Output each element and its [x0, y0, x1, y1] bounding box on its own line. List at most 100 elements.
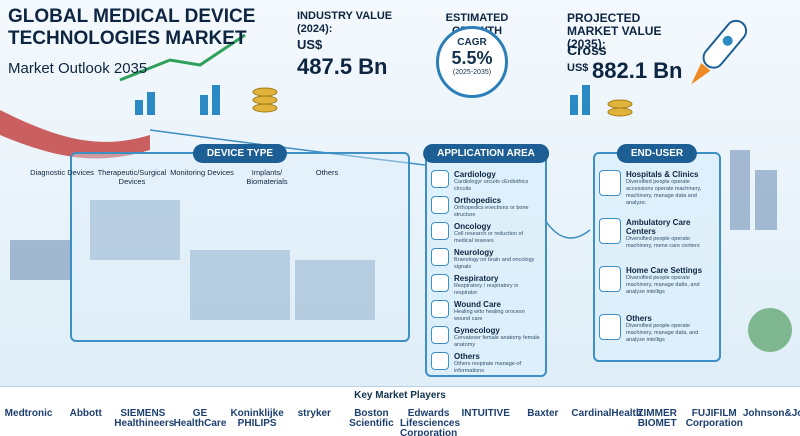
device-type-panel: DEVICE TYPE Diagnostic Devices Therapeuti…: [30, 144, 410, 342]
item-text: Oncology Cell research or reduction of me…: [454, 222, 541, 245]
item-name: Oncology: [454, 222, 491, 231]
end-user-item: Ambulatory Care Centers Diversified peopl…: [599, 218, 715, 250]
icon: [431, 326, 449, 344]
item-text: Orthopedics Orthopedics evections or bone…: [454, 196, 541, 219]
player-logo: Baxter: [527, 408, 559, 419]
stat-label: PROJECTED MARKET VALUE (2035):: [567, 11, 662, 51]
item-name: Cardiology: [454, 170, 496, 179]
stat-metric: CAGR: [457, 37, 487, 48]
icon: [599, 266, 621, 292]
key-players-title: Key Market Players: [354, 390, 446, 401]
panel-title: DEVICE TYPE: [192, 144, 288, 163]
stat-label: INDUSTRY VALUE (2024):: [297, 10, 393, 35]
player-logo: Edwards Lifesciences Corporation: [400, 408, 461, 436]
icon: [431, 248, 449, 266]
item-name: Respiratory: [454, 274, 499, 283]
player-logo: SIEMENS Healthineers: [114, 408, 175, 429]
item-desc: Branology on brain and oncology signals: [454, 257, 535, 270]
decoration: [0, 19, 792, 352]
item-text: Cardiology Cardiologyr orcuits cErdiothic…: [454, 170, 541, 193]
device-type: Implants/ Biomaterials: [246, 168, 288, 186]
application-item: Wound Care Healing wtto healing orocesn w…: [431, 300, 541, 323]
application-item: Gynecology Cervateser female anatomy fema…: [431, 326, 541, 349]
icon: [431, 352, 449, 370]
item-name: Hospitals & Clinics: [626, 170, 699, 179]
item-desc: Respiratory / respiratory in respirator: [454, 283, 519, 296]
player-logo: GE HealthCare: [173, 408, 227, 429]
item-name: Gynecology: [454, 326, 500, 335]
stat-currency: US$: [567, 62, 589, 74]
item-text: Respiratory Respiratory / respiratory in …: [454, 274, 541, 297]
player-logo: stryker: [297, 408, 331, 419]
icon: [431, 170, 449, 188]
item-text: Gynecology Cervateser female anatomy fema…: [454, 326, 541, 349]
item-name: Ambulatory Care Centers: [626, 218, 691, 236]
item-desc: Cervateser female anatomy female anatomy: [454, 335, 540, 348]
item-name: Others: [454, 352, 480, 361]
player-logo: ZIMMER BIOMET: [637, 408, 677, 429]
stat-period: (2025-2035): [452, 69, 492, 76]
player-logo: INTUITIVE: [461, 408, 510, 419]
subtitle: Market Outlook 2035: [8, 60, 148, 77]
item-desc: Diversified people operate machinery, ma…: [626, 275, 700, 295]
player-logo: Johnson&Johnson: [742, 408, 800, 419]
item-desc: Diversified people operate machinery, me…: [626, 236, 700, 249]
stat-value: 487.5 Bn: [297, 54, 388, 79]
application-item: Cardiology Cardiologyr orcuits cErdiothic…: [431, 170, 541, 193]
item-desc: Cell research or reduction of medical re…: [454, 231, 524, 244]
device-type: Monitoring Devices: [170, 168, 234, 177]
item-text: Hospitals & Clinics Diversified people op…: [626, 170, 715, 207]
application-item: Respiratory Respiratory / respiratory in …: [431, 274, 541, 297]
item-text: Wound Care Healing wtto healing orocesn w…: [454, 300, 541, 323]
device-type: Diagnostic Devices: [30, 168, 94, 177]
item-text: Others Others respirate manage-of informa…: [454, 352, 541, 375]
stat-prefix: Cross: [567, 42, 607, 58]
item-desc: Diversified people operate machinery, ma…: [626, 323, 699, 343]
item-name: Neurology: [454, 248, 494, 257]
title: GLOBAL MEDICAL DEVICE TECHNOLOGIES MARKE…: [8, 6, 256, 49]
panel-title: END-USER: [616, 144, 698, 163]
cagr-badge: CAGR 5.5% (2025-2035): [436, 26, 508, 98]
item-text: Neurology Branology on brain and oncology…: [454, 248, 541, 271]
item-desc: Orthopedics evections or bone structure: [454, 205, 529, 218]
player-logo: Boston Scientific: [349, 408, 394, 429]
item-name: Home Care Settings: [626, 266, 703, 275]
player-logo: Koninklijke PHILIPS: [230, 408, 284, 429]
stat-value: 5.5%: [451, 48, 493, 68]
player-logo: CardinalHealth: [571, 408, 642, 419]
end-user-item: Hospitals & Clinics Diversified people op…: [599, 170, 715, 207]
item-text: Others Diversified people operate machine…: [626, 314, 715, 344]
icon: [431, 196, 449, 214]
player-logo: Abbott: [69, 408, 102, 419]
item-text: Home Care Settings Diversified people ope…: [626, 266, 715, 296]
end-user-item: Home Care Settings Diversified people ope…: [599, 266, 715, 296]
icon: [431, 274, 449, 292]
application-area-panel: APPLICATION AREA Cardiology Cardiologyr o…: [423, 144, 549, 377]
player-logo: FUJIFILM Corporation: [685, 408, 743, 429]
icon: [431, 222, 449, 240]
icon: [599, 218, 621, 244]
item-name: Others: [626, 314, 652, 323]
icon: [599, 170, 621, 196]
panel-title: APPLICATION AREA: [423, 144, 549, 163]
item-desc: Cardiologyr orcuits cErdiothics circuits: [454, 179, 529, 192]
key-players-bar: Key Market Players Medtronic Abbott SIEMEN…: [0, 386, 800, 436]
item-name: Wound Care: [454, 300, 501, 309]
device-type: Therapeutic/Surgical Devices: [97, 168, 167, 186]
stat-value: 882.1 Bn: [592, 58, 683, 83]
icon: [431, 300, 449, 318]
application-item: Orthopedics Orthopedics evections or bone…: [431, 196, 541, 219]
stat-currency: US$: [297, 37, 323, 52]
end-user-panel: END-USER Hospitals & Clinics Diversified …: [593, 144, 721, 362]
player-logo: Medtronic: [4, 408, 53, 419]
item-desc: Others respirate manage-of informations: [454, 361, 522, 374]
application-item: Oncology Cell research or reduction of me…: [431, 222, 541, 245]
item-desc: Diversified people operate accessions op…: [626, 179, 702, 206]
item-desc: Healing wtto healing orocesn wound care: [454, 309, 525, 322]
application-item: Others Others respirate manage-of informa…: [431, 352, 541, 375]
application-item: Neurology Branology on brain and oncology…: [431, 248, 541, 271]
device-type: Others: [315, 168, 339, 177]
item-name: Orthopedics: [454, 196, 502, 205]
end-user-item: Others Diversified people operate machine…: [599, 314, 715, 344]
item-text: Ambulatory Care Centers Diversified peopl…: [626, 218, 715, 250]
